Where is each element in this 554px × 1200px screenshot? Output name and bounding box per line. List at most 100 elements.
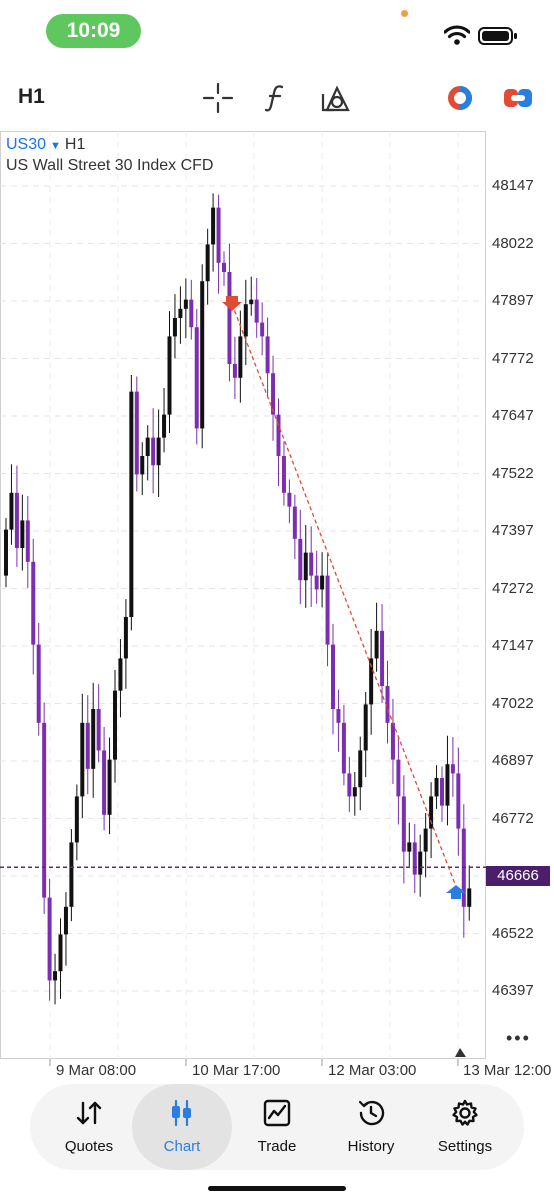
candle-body (58, 934, 63, 972)
candle-body (249, 299, 254, 305)
crosshair-icon[interactable] (200, 80, 236, 116)
candle-body (423, 828, 428, 852)
chart-toolbar: H1 (0, 70, 554, 126)
time-axis-label: 9 Mar 08:00 (56, 1062, 137, 1079)
candle-body (36, 644, 41, 723)
candle-body (309, 552, 314, 576)
price-axis-label: 47147 (492, 637, 534, 654)
candle-body (385, 686, 390, 723)
scroll-end-icon (455, 1048, 466, 1057)
candle-body (156, 437, 161, 466)
candle-body (238, 336, 243, 378)
candle-body (292, 506, 297, 539)
symbol-caret-icon[interactable]: ▼ (50, 140, 61, 152)
function-icon[interactable] (258, 80, 294, 116)
candle-body (450, 764, 455, 774)
candle-body (298, 538, 303, 581)
privacy-indicator-dot (401, 10, 408, 17)
sell-arrow-icon (222, 296, 242, 311)
candle-body (167, 336, 172, 415)
candle-body (456, 773, 461, 829)
symbol-name[interactable]: US30 (6, 136, 47, 153)
candle-body (232, 364, 237, 378)
chart-timeframe: H1 (64, 136, 86, 153)
candle-body (363, 704, 368, 751)
wifi-icon (444, 25, 470, 45)
tab-history[interactable]: History (322, 1084, 420, 1170)
candle-body (222, 262, 226, 273)
candle-body (281, 456, 286, 493)
trade-trendline (231, 303, 456, 885)
price-axis-label: 46522 (492, 924, 534, 942)
candle-body (205, 244, 210, 282)
tab-trade[interactable]: Trade (228, 1084, 326, 1170)
candle-body (347, 773, 352, 797)
candle-body (254, 299, 259, 323)
price-axis-label: 47897 (492, 292, 534, 309)
candlestick-chart[interactable] (0, 131, 554, 1091)
candle-body (216, 207, 221, 263)
price-axis-label: 48022 (492, 234, 534, 252)
time-axis-label: 10 Mar 17:00 (192, 1062, 281, 1079)
candle-body (96, 709, 101, 751)
candle-body (434, 778, 439, 797)
candle-body (390, 722, 395, 760)
tab-trade-label: Trade (257, 1138, 297, 1155)
candle-body (380, 630, 385, 687)
tab-quotes[interactable]: Quotes (40, 1084, 138, 1170)
price-axis-label: 47772 (492, 349, 534, 367)
chart-area[interactable] (0, 131, 486, 1059)
symbol-header[interactable]: US30 ▼ H1 (6, 136, 85, 154)
candle-body (336, 709, 341, 723)
price-axis-label: 46772 (492, 809, 534, 827)
more-icon[interactable]: ••• (506, 1028, 531, 1048)
current-price-tag: 46666 (486, 866, 550, 886)
time-axis-label: 12 Mar 03:00 (328, 1062, 417, 1079)
candle-body (211, 207, 216, 245)
candle-body (194, 327, 199, 429)
objects-icon[interactable] (318, 80, 354, 116)
candle-body (134, 391, 139, 475)
symbol-description: US Wall Street 30 Index CFD (6, 157, 214, 174)
buy-arrow-icon (446, 885, 466, 899)
candle-body (53, 971, 58, 981)
candle-body (418, 851, 423, 875)
candle-body (429, 796, 434, 829)
candle-body (151, 437, 156, 466)
candle-body (74, 796, 79, 843)
candle-body (85, 722, 90, 769)
candle-body (189, 299, 194, 328)
candle-body (145, 437, 150, 457)
candle-body (396, 759, 401, 797)
price-axis-label: 48147 (492, 177, 534, 194)
candle-body (331, 644, 335, 710)
candle-body (80, 722, 85, 797)
status-bar: 10:09 (0, 0, 554, 64)
candle-body (20, 520, 25, 549)
candle-body (107, 759, 112, 815)
price-axis-label: 47647 (492, 407, 534, 424)
candle-body (369, 658, 374, 705)
candle-body (440, 778, 444, 806)
candle-body (401, 796, 406, 852)
tab-chart[interactable]: Chart (132, 1084, 232, 1170)
timeframe-button[interactable]: H1 (18, 85, 45, 108)
candle-body (172, 318, 177, 337)
candle-body (178, 308, 183, 319)
tab-settings[interactable]: Settings (416, 1084, 514, 1170)
candle-body (276, 414, 281, 457)
trade-signal-icon[interactable] (442, 80, 478, 116)
candle-body (31, 561, 36, 645)
candle-body (271, 373, 276, 415)
price-axis-label: 46397 (492, 982, 534, 999)
price-axis-label: 47272 (492, 579, 534, 597)
time-axis-label: 13 Mar 12:00 (463, 1062, 552, 1079)
candle-body (407, 842, 412, 852)
candle-body (123, 617, 128, 659)
status-time: 10:09 (46, 14, 141, 48)
candle-body (287, 492, 292, 507)
candle-body (243, 304, 248, 337)
candle-body (314, 575, 319, 590)
tab-history-label: History (347, 1138, 395, 1155)
toggle-icon[interactable] (500, 80, 536, 116)
